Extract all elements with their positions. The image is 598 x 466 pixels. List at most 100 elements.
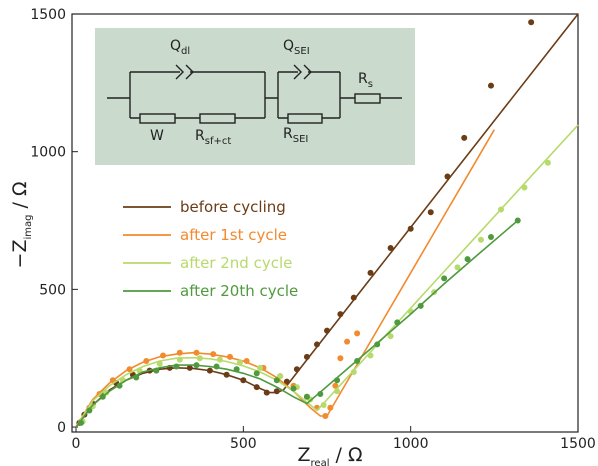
data-point <box>514 217 521 224</box>
data-point <box>210 351 217 358</box>
data-point <box>153 367 160 374</box>
data-point <box>173 363 180 370</box>
y-tick-label: 0 <box>57 420 66 436</box>
resistor-w <box>139 113 176 124</box>
data-point <box>193 362 200 369</box>
data-point <box>176 349 183 356</box>
data-point <box>196 355 203 362</box>
data-point <box>332 382 339 389</box>
data-point <box>417 302 424 309</box>
data-point <box>213 363 220 370</box>
circuit-inset <box>95 28 415 165</box>
data-point <box>544 159 551 166</box>
data-point <box>226 353 233 360</box>
data-point <box>290 385 297 392</box>
circuit-label-subscript: SEI <box>294 46 310 57</box>
data-point <box>277 373 284 380</box>
x-axis-label-subscript: real <box>311 458 330 466</box>
data-point <box>394 319 401 326</box>
data-point <box>521 184 528 191</box>
data-point <box>126 366 133 373</box>
data-point <box>223 371 230 378</box>
data-point <box>528 19 535 26</box>
circuit-label-subscript: sf+ct <box>205 136 232 147</box>
circuit-label-symbol: R <box>195 128 205 144</box>
data-point <box>487 234 494 241</box>
data-point <box>374 341 381 348</box>
x-tick-label: 500 <box>230 436 257 452</box>
plot-frame <box>71 13 579 433</box>
data-point <box>324 327 331 334</box>
y-axis-label-unit: / Ω <box>9 182 31 215</box>
data-point <box>240 377 247 384</box>
data-point <box>461 134 468 141</box>
data-point <box>116 382 123 389</box>
circuit-label-symbol: Q <box>283 38 294 54</box>
data-point <box>441 275 448 282</box>
y-axis-label-subscript: imag <box>23 215 34 240</box>
data-point <box>407 225 414 232</box>
y-axis-label-symbol: −Z <box>9 240 31 269</box>
legend-label: after 2nd cycle <box>180 254 292 272</box>
data-point <box>103 389 110 396</box>
data-point <box>350 368 357 375</box>
data-point <box>444 173 451 180</box>
y-tick-label: 500 <box>39 282 66 298</box>
data-point <box>320 402 327 409</box>
data-point <box>498 206 505 213</box>
data-point <box>86 407 93 414</box>
data-point <box>303 353 310 360</box>
data-point <box>313 341 320 348</box>
legend-label: after 1st cycle <box>180 226 287 244</box>
x-axis-label-unit: / Ω <box>329 444 362 466</box>
circuit-label: W <box>150 128 164 144</box>
data-point <box>387 245 394 252</box>
y-axis-label: −Zimag / Ω <box>9 182 34 269</box>
data-point <box>263 389 270 396</box>
x-axis-label: Zreal / Ω <box>298 444 363 466</box>
data-point <box>334 377 341 384</box>
data-point <box>273 377 280 384</box>
circuit-label-subscript: dl <box>181 46 190 57</box>
circuit-label: RSEI <box>283 126 308 145</box>
data-point <box>354 357 361 364</box>
x-axis-label-symbol: Z <box>298 444 311 466</box>
data-point <box>99 393 106 400</box>
data-point <box>253 370 260 377</box>
circuit-label: Qdl <box>170 38 190 57</box>
x-tick-label: 1000 <box>393 436 429 452</box>
y-tick-label: 1000 <box>30 145 66 161</box>
data-point <box>293 366 300 373</box>
data-point <box>160 352 167 359</box>
data-point <box>283 378 290 385</box>
data-point <box>186 364 193 371</box>
data-point <box>176 356 183 363</box>
data-point <box>143 357 150 364</box>
data-point <box>236 359 243 366</box>
data-point <box>350 294 357 301</box>
data-point <box>344 338 351 345</box>
x-tick-label: 1500 <box>560 436 596 452</box>
data-point <box>337 311 344 318</box>
data-point <box>427 209 434 216</box>
resistor-rsf <box>199 113 236 124</box>
data-point <box>387 333 394 340</box>
data-point <box>193 349 200 356</box>
data-point <box>477 236 484 243</box>
data-point <box>156 360 163 367</box>
circuit-label-subscript: s <box>368 79 373 90</box>
circuit-label: QSEI <box>283 38 310 57</box>
data-point <box>367 352 374 359</box>
circuit-label-subscript: SEI <box>293 134 309 145</box>
circuit-wires <box>107 71 402 119</box>
data-point <box>78 419 85 426</box>
cpe-symbol <box>175 64 312 80</box>
data-point <box>273 388 280 395</box>
data-point <box>322 413 329 420</box>
inset-box <box>95 28 415 165</box>
data-point <box>206 367 213 374</box>
y-tick-label: 1500 <box>30 7 66 23</box>
data-point <box>243 357 250 364</box>
data-point <box>257 364 264 371</box>
